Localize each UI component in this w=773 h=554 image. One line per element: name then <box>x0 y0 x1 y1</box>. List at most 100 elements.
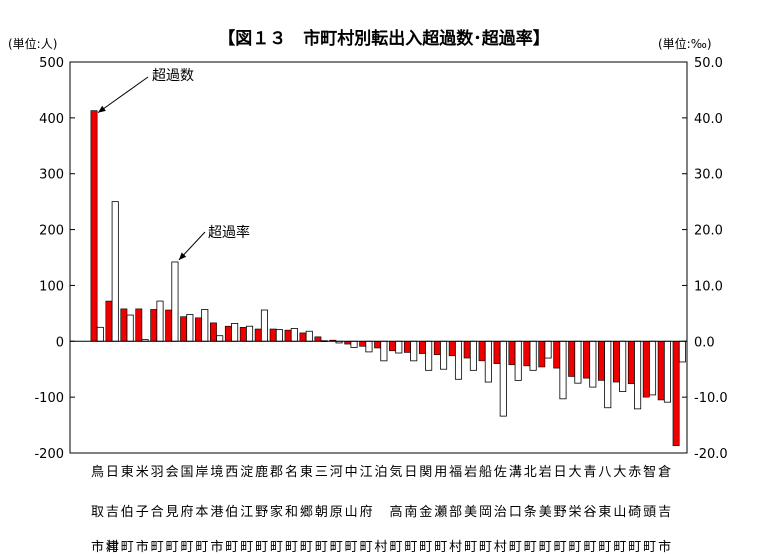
x-category-label: 大 <box>613 465 626 480</box>
bar-excess-rate <box>231 323 239 342</box>
x-category-label: 中 <box>345 465 358 480</box>
x-category-label: 谷 <box>583 505 596 520</box>
bar-excess-count <box>642 340 650 398</box>
x-category-label: 市 <box>210 539 223 554</box>
x-category-label: 町 <box>166 540 179 554</box>
bar-excess-rate <box>201 309 209 342</box>
y2-tick-label: 10.0 <box>694 279 723 294</box>
bar-excess-count <box>299 332 307 342</box>
bar-excess-count <box>508 340 516 366</box>
x-category-label: 治 <box>494 505 507 520</box>
x-category-label: 郡 <box>270 465 283 480</box>
x-category-label: 大 <box>569 465 582 480</box>
x-category-label: 町 <box>643 540 656 554</box>
bar-excess-rate <box>365 340 373 353</box>
x-category-label: 山 <box>345 505 358 520</box>
x-category-label: 町 <box>419 540 432 554</box>
bar-excess-count <box>239 327 247 342</box>
y2-tick-label: 40.0 <box>694 112 723 127</box>
x-category-label: 伯 <box>225 505 238 520</box>
bar-excess-count <box>523 340 531 367</box>
x-category-label: 郷 <box>300 505 313 520</box>
bar-excess-rate <box>246 325 254 342</box>
bar-excess-rate <box>156 300 164 342</box>
x-category-label: 村 <box>494 540 507 554</box>
bar-excess-count <box>463 340 471 359</box>
bar-excess-rate <box>619 340 627 392</box>
y-tick-label: 300 <box>39 168 64 183</box>
x-category-label: 町 <box>539 540 552 554</box>
left-axis-unit: (単位:人) <box>8 36 57 51</box>
x-category-label: 町 <box>240 540 253 554</box>
x-category-label: 町 <box>225 540 238 554</box>
bar-excess-count <box>359 340 367 347</box>
annotation-arrow-count <box>97 76 149 114</box>
x-category-label: 東 <box>121 464 134 480</box>
x-category-label: 町 <box>524 540 537 554</box>
x-category-label: 鹿 <box>255 464 268 480</box>
x-category-label: 福 <box>449 465 462 480</box>
bar-excess-count <box>418 340 426 354</box>
bar-excess-rate <box>350 340 358 348</box>
y2-tick-label: 30.0 <box>694 168 723 183</box>
x-category-label: 部 <box>449 505 462 520</box>
x-category-label: 市 <box>91 539 104 554</box>
x-category-label: 町 <box>613 540 626 554</box>
x-category-label: 用 <box>434 465 447 480</box>
y-tick-label: -200 <box>34 447 64 462</box>
x-category-label: 江 <box>360 465 373 480</box>
x-category-label: 市 <box>136 539 149 554</box>
x-category-label: 吉 <box>658 505 671 520</box>
bar-excess-rate <box>484 340 492 383</box>
x-category-label: 町 <box>315 540 328 554</box>
x-category-label: 北 <box>524 465 537 480</box>
bar-excess-count <box>105 300 113 342</box>
y-tick-label: 100 <box>39 279 64 294</box>
x-category-label: 美 <box>464 505 477 520</box>
bar-excess-count <box>150 309 158 342</box>
bar-excess-rate <box>529 340 537 371</box>
x-category-label: 溝 <box>509 465 522 480</box>
bar-excess-rate <box>275 329 283 342</box>
bar-excess-rate <box>111 201 119 342</box>
x-category-label: 口 <box>509 505 522 520</box>
bar-excess-rate <box>648 340 657 396</box>
x-category-label: 淀 <box>240 465 253 480</box>
x-category-label: 市 <box>658 539 671 554</box>
bar-excess-count <box>269 328 277 342</box>
x-category-label: 町 <box>404 540 417 554</box>
bar-excess-rate <box>559 340 567 400</box>
x-category-label: 見 <box>166 505 179 520</box>
x-category-label: 岡 <box>479 505 492 520</box>
x-category-label: 岸 <box>195 465 208 480</box>
x-category-label: 取 <box>91 505 104 520</box>
chart-title: 【図１３ 市町村別転出入超過数･超過率】 <box>218 28 550 49</box>
x-category-label: 日 <box>554 465 567 480</box>
x-category-label: 青 <box>583 465 596 480</box>
plot-frame <box>69 61 688 454</box>
bar-excess-rate <box>514 340 522 381</box>
bar-excess-count <box>404 340 411 353</box>
x-category-label: 港 <box>210 505 223 520</box>
x-category-label: 村 <box>375 540 388 554</box>
x-category-label: 村 <box>106 540 119 554</box>
x-category-label: 町 <box>389 540 402 554</box>
x-category-label: 吉 <box>106 505 119 520</box>
bar-excess-rate <box>126 314 134 342</box>
bar-excess-count <box>209 322 217 342</box>
x-category-label: 高 <box>389 504 402 520</box>
x-category-label: 子 <box>136 505 149 520</box>
x-category-label: 岩 <box>539 465 552 480</box>
bar-excess-count <box>195 317 202 342</box>
bar-excess-rate <box>544 340 552 359</box>
bar-excess-count <box>90 110 98 342</box>
x-category-label: 町 <box>300 540 313 554</box>
x-category-label: 赤 <box>628 465 641 480</box>
x-category-label: 美 <box>539 505 552 520</box>
y-tick-label: 500 <box>39 56 64 71</box>
x-category-label: 河 <box>330 465 343 480</box>
bar-excess-count <box>553 340 561 369</box>
x-category-label: 金 <box>419 504 432 520</box>
x-category-label: 羽 <box>151 465 164 480</box>
bar-excess-count <box>284 329 292 342</box>
